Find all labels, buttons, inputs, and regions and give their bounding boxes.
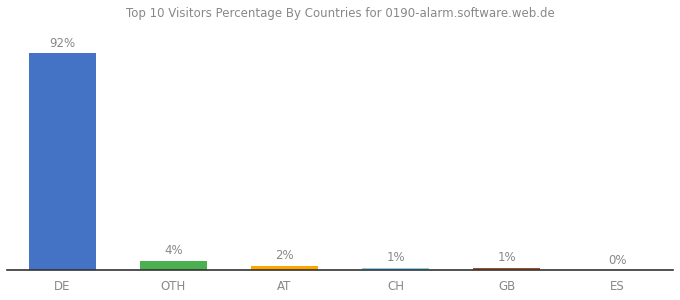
Text: 2%: 2% <box>275 249 294 262</box>
Text: 92%: 92% <box>50 37 75 50</box>
Text: 0%: 0% <box>609 254 627 267</box>
Text: 1%: 1% <box>497 251 516 264</box>
Bar <box>251 266 318 270</box>
Text: 1%: 1% <box>386 251 405 264</box>
Bar <box>362 268 429 270</box>
Bar <box>473 268 540 270</box>
Bar <box>29 53 96 270</box>
Bar <box>140 261 207 270</box>
Text: 4%: 4% <box>164 244 183 257</box>
Title: Top 10 Visitors Percentage By Countries for 0190-alarm.software.web.de: Top 10 Visitors Percentage By Countries … <box>126 7 554 20</box>
